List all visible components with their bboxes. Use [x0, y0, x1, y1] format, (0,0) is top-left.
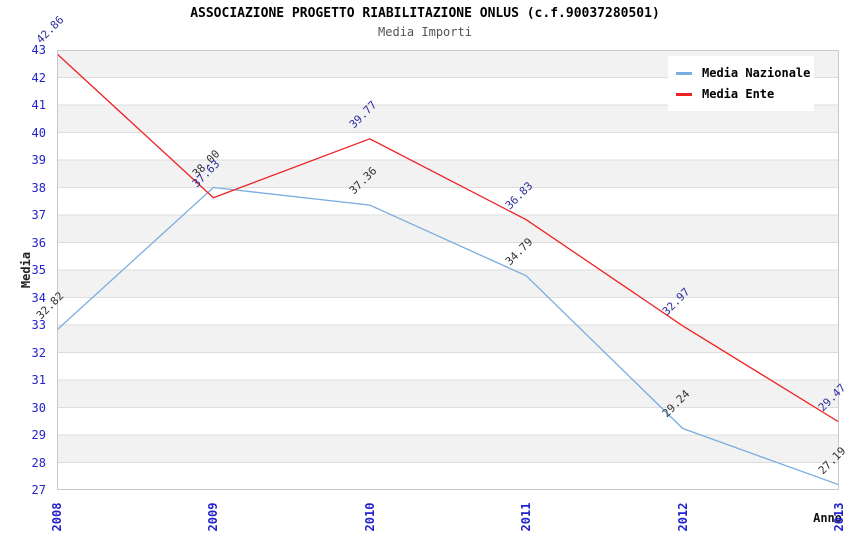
media-ente-line-swatch-icon	[676, 92, 692, 96]
y-tick-label: 30	[31, 400, 46, 415]
y-tick-label: 28	[31, 455, 46, 470]
legend-label: Media Nazionale	[702, 66, 811, 80]
legend-box: Media Nazionale Media Ente	[668, 56, 814, 111]
y-tick-label: 41	[31, 98, 46, 112]
chart-title: ASSOCIAZIONE PROGETTO RIABILITAZIONE ONL…	[190, 6, 660, 21]
y-tick-label: 39	[31, 153, 46, 167]
y-tick-label: 29	[31, 428, 46, 442]
y-tick-label: 31	[31, 373, 46, 387]
x-axis-label: Anno	[813, 511, 842, 525]
plot-area	[57, 50, 839, 490]
x-tick-label: 2012	[675, 502, 690, 532]
y-tick-label: 43	[31, 43, 46, 57]
y-tick-label: 40	[31, 125, 46, 140]
y-tick-label: 38	[31, 180, 46, 195]
y-tick-label: 33	[31, 318, 46, 332]
legend-item-media-ente: Media Ente	[676, 87, 806, 101]
x-tick-label: 2009	[206, 502, 221, 532]
y-tick-label: 37	[31, 208, 46, 222]
y-tick-label: 36	[31, 235, 46, 250]
y-tick-label: 32	[31, 345, 46, 360]
y-tick-label: 42	[31, 70, 46, 85]
x-tick-label: 2008	[50, 502, 64, 532]
y-axis-ticks: 43 42 41 40 39 38 37 36 35 34 33 32 31 30 29 28 27	[0, 43, 52, 497]
legend-label: Media Ente	[702, 87, 775, 101]
chart-subtitle: Media Importi	[378, 25, 472, 39]
legend-item-media-nazionale: Media Nazionale	[676, 66, 810, 80]
x-tick-label: 2010	[362, 502, 377, 532]
y-tick-label: 27	[31, 483, 46, 497]
x-tick-label: 2011	[519, 502, 534, 532]
x-tick-label: 2013	[832, 502, 846, 532]
media-nazionale-line-swatch-icon	[676, 71, 692, 75]
y-tick-label: 34	[31, 290, 46, 305]
y-tick-label: 35	[31, 263, 46, 277]
